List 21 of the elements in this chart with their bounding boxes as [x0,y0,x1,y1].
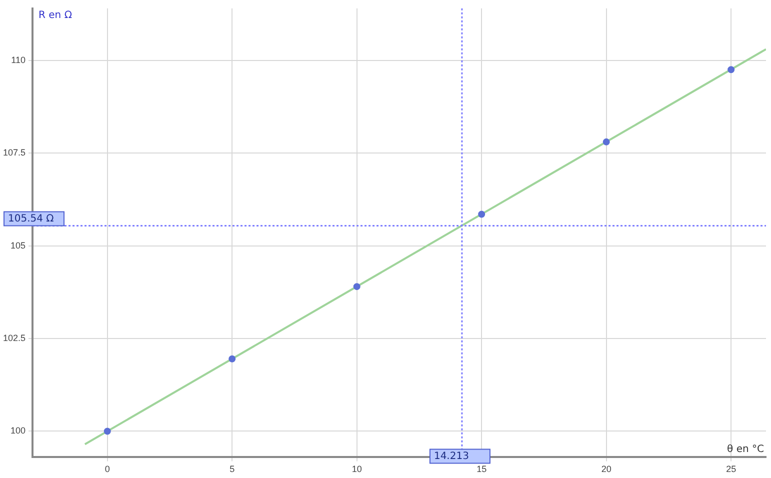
y-tick-label: 100 [10,426,26,436]
point [478,210,486,218]
ref-line-label: 14.213 [434,450,469,462]
x-tick-label: 0 [104,464,110,474]
y-axis-title: R en Ω [38,10,72,21]
x-axis-title: θ en °C [727,444,764,455]
x-tick-label: 20 [601,464,612,474]
point [728,66,735,74]
x-tick-label: 5 [230,464,235,474]
y-tick-label: 110 [11,54,26,65]
x-tick-label: 10 [352,464,362,474]
ref-line-label: 105.54 Ω [8,213,54,224]
point [104,428,111,435]
point [228,355,236,362]
x-tick-label: 25 [726,464,736,474]
x-tick-label: 15 [476,464,487,474]
point [353,283,360,290]
y-tick-label: 102.5 [2,332,26,343]
y-tick-label: 105 [10,240,26,250]
y-tick-label: 107.5 [2,148,26,158]
point [602,138,610,146]
